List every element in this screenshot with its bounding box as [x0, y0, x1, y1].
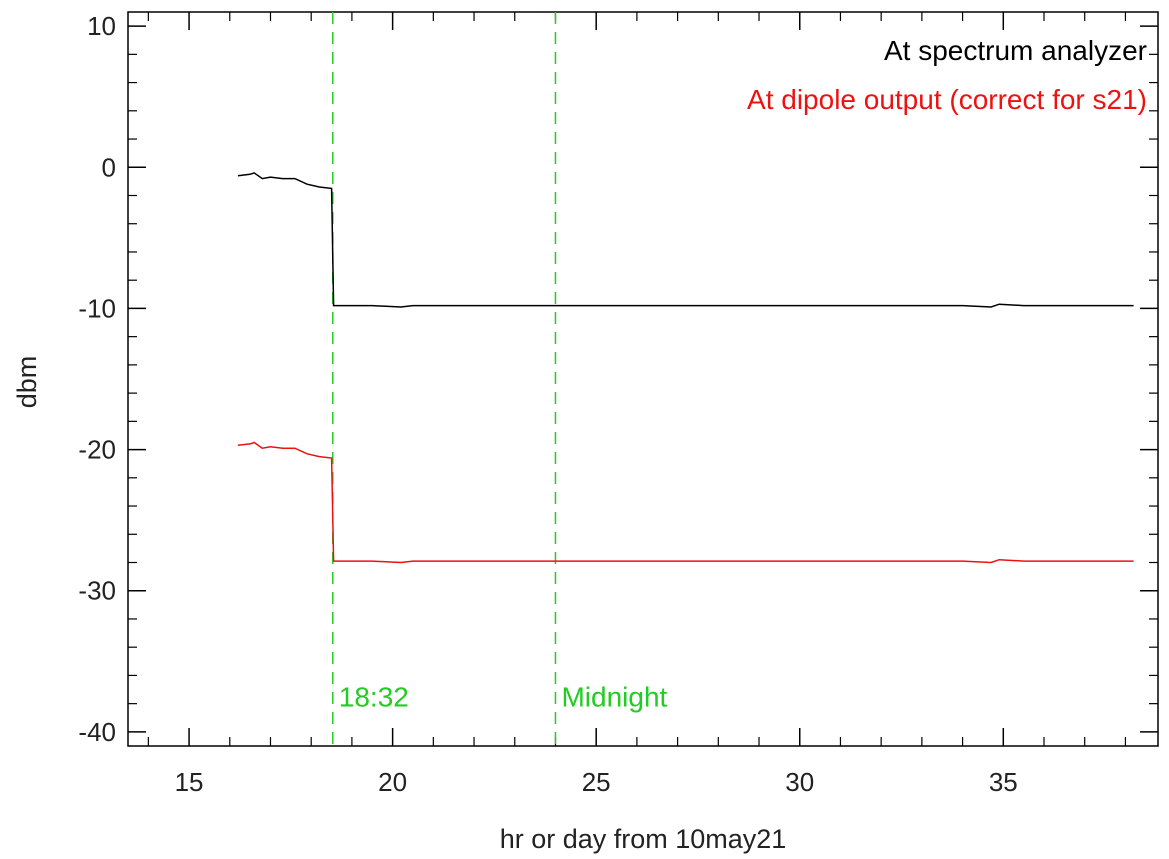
y-tick-label: -10 — [78, 293, 116, 323]
x-tick-label: 35 — [989, 767, 1018, 797]
reference-line-label: Midnight — [561, 682, 667, 713]
legend: At spectrum analyzer At dipole output (c… — [747, 35, 1147, 115]
tick-labels: 15 20 25 30 35 10 0 -10 -20 -30 -40 — [78, 11, 1017, 797]
y-tick-label: -30 — [78, 576, 116, 606]
reference-lines: 18:32 Midnight — [332, 12, 668, 746]
y-tick-label: -20 — [78, 435, 116, 465]
axis-ticks — [128, 12, 1158, 746]
series-line-0 — [237, 172, 1134, 308]
x-axis-label: hr or day from 10may21 — [500, 824, 787, 854]
legend-entry-dipole-output: At dipole output (correct for s21) — [747, 84, 1147, 115]
y-tick-label: -40 — [78, 717, 116, 747]
x-tick-label: 25 — [582, 767, 611, 797]
y-axis-label: dbm — [12, 356, 42, 409]
y-tick-label: 10 — [87, 11, 116, 41]
series-lines — [237, 172, 1134, 564]
plot-frame — [127, 11, 1159, 747]
series-line-1 — [237, 441, 1134, 564]
x-tick-label: 15 — [175, 767, 204, 797]
x-tick-label: 30 — [785, 767, 814, 797]
y-tick-label: 0 — [102, 152, 116, 182]
reference-line-label: 18:32 — [339, 682, 409, 713]
legend-entry-spectrum-analyzer: At spectrum analyzer — [884, 35, 1147, 66]
x-tick-label: 20 — [378, 767, 407, 797]
